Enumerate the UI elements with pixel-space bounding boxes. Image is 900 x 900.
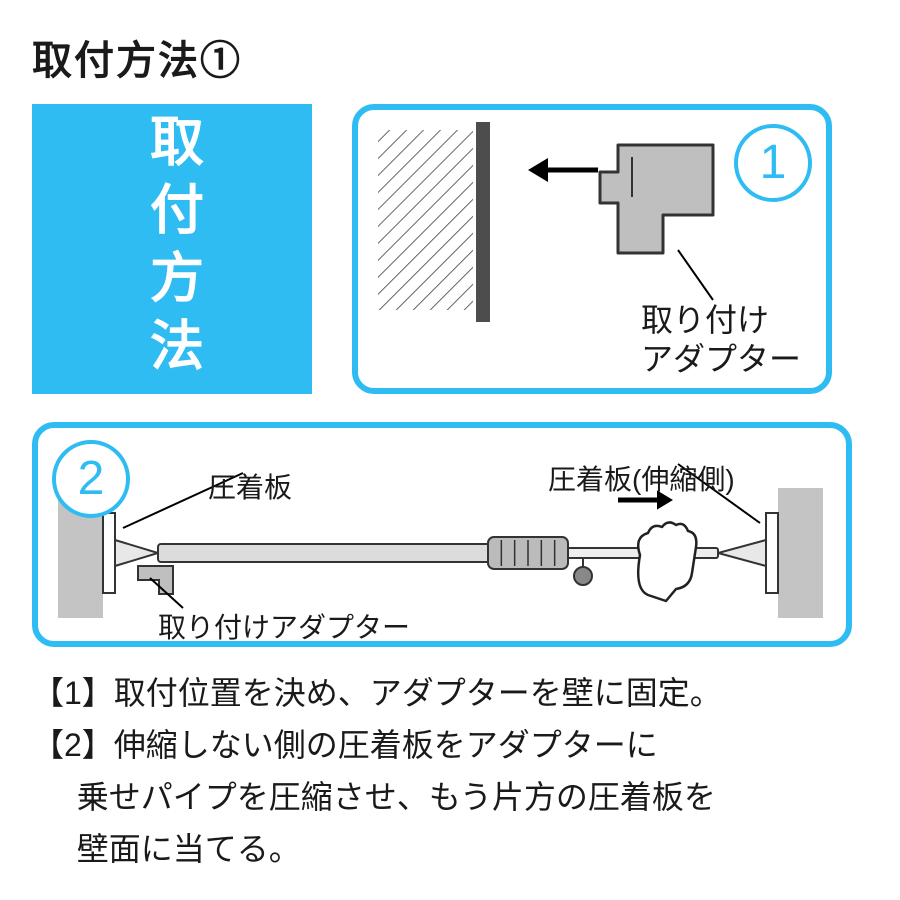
label-adapter: 取り付けアダプター: [158, 606, 410, 646]
step-1-caption-line2: アダプター: [641, 341, 801, 377]
instruction-2b: 乗せパイプを圧縮させ、もう片方の圧着板を: [32, 773, 868, 821]
step-1-panel: 1 取り付け アダプター: [352, 104, 832, 394]
label-plate-left: 圧着板: [208, 466, 292, 506]
page-title: 取付方法①: [32, 28, 868, 86]
method-title-label: 取付方法: [133, 113, 212, 385]
step-2-badge: 2: [52, 440, 130, 518]
step-1-badge: 1: [734, 124, 812, 202]
instruction-2c: 壁面に当てる。: [32, 825, 868, 873]
step-1-caption-line1: 取り付け: [641, 302, 769, 338]
instructions-block: 【1】取付位置を決め、アダプターを壁に固定。 【2】伸縮しない側の圧着板をアダプ…: [32, 669, 868, 873]
step-2-number: 2: [78, 455, 105, 503]
step-1-number: 1: [760, 139, 787, 187]
method-title-tile: 取付方法: [32, 104, 312, 394]
step-2-panel: 2 圧着板 圧着板(伸縮側) 取り付けアダプター: [32, 422, 852, 647]
instruction-1: 【1】取付位置を決め、アダプターを壁に固定。: [32, 669, 868, 717]
label-plate-right: 圧着板(伸縮側): [548, 458, 735, 498]
step-1-caption: 取り付け アダプター: [641, 301, 801, 378]
instruction-2a: 【2】伸縮しない側の圧着板をアダプターに: [32, 721, 868, 769]
